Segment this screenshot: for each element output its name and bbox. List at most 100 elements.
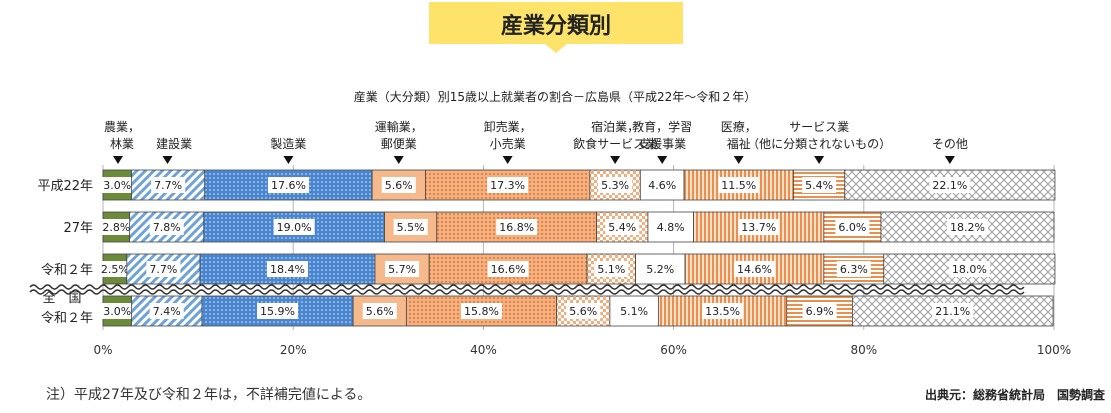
data-label-r2-c8: 13.7% — [741, 221, 776, 234]
category-label-6-1: 宿泊業， — [591, 119, 639, 134]
data-label-bg-r1-c1 — [100, 177, 135, 193]
marker-農業 — [113, 156, 123, 164]
data-label-r3-c2: 7.7% — [149, 263, 177, 276]
data-label-r4-c5: 15.8% — [464, 305, 499, 318]
category-labels: 農業， 林業 建設業 製造業 運輸業， 郵便業 卸売業， 小売業 宿泊業， 飲食サービス業 教育，学… — [104, 119, 968, 151]
data-label-bg-r4-c1 — [100, 303, 135, 319]
wave-line-2 — [29, 289, 1025, 295]
data-label-bg-r1-c7 — [645, 177, 680, 193]
data-label-bg-r4-c2 — [149, 303, 184, 319]
data-label-bg-r3-c6 — [594, 261, 629, 277]
data-label-bg-r1-c4 — [381, 177, 416, 193]
x-tick-label-60: 60% — [660, 343, 687, 357]
data-label-bg-r1-c8 — [718, 177, 760, 193]
data-label-bg-r2-c9 — [835, 219, 870, 235]
data-label-bg-r2-c2 — [149, 219, 184, 235]
data-label-r1-c8: 11.5% — [721, 179, 756, 192]
row-label-2: 27年 — [63, 221, 93, 236]
marker-宿泊業 — [610, 156, 621, 164]
category-label-1-2: 林業 — [110, 137, 134, 151]
data-label-bg-r1-c5 — [487, 177, 529, 193]
data-label-r2-c10: 18.2% — [950, 221, 985, 234]
wave-separator — [29, 284, 1025, 295]
data-label-r4-c9: 6.9% — [806, 305, 834, 318]
data-label-bg-r3-c2 — [146, 261, 181, 277]
marker-その他 — [944, 156, 955, 164]
row-label-1: 平成22年 — [37, 179, 93, 194]
data-label-bg-r3-c7 — [643, 261, 678, 277]
data-label-r3-c3: 18.4% — [270, 263, 305, 276]
data-label-r2-c2: 7.8% — [153, 221, 181, 234]
category-label-9-1: サービス業 — [789, 120, 849, 134]
data-label-r1-c6: 5.3% — [601, 179, 629, 192]
category-label-7-1: 教育，学習 — [632, 119, 692, 134]
category-label-8-2: 福祉 — [727, 136, 751, 151]
marker-建設業 — [162, 156, 173, 164]
wave-line-1 — [29, 284, 1025, 290]
data-label-bg-r3-c4 — [385, 261, 420, 277]
source-text: 出典元：総務省統計局 国勢調査 — [925, 387, 1106, 402]
data-label-r3-c7: 5.2% — [646, 263, 674, 276]
data-label-r2-c7: 4.8% — [657, 221, 685, 234]
data-label-bg-r3-c1 — [97, 261, 132, 277]
data-label-r2-c1: 2.8% — [102, 221, 130, 234]
category-label-4-2: 郵便業 — [381, 137, 417, 151]
category-label-2-1: 建設業 — [156, 136, 192, 151]
data-label-bg-r1-c10 — [929, 177, 971, 193]
title-banner: 産業分類別 — [429, 2, 683, 53]
x-tick-label-0: 0% — [93, 343, 112, 357]
x-tick-label-20: 20% — [280, 343, 307, 357]
category-label-5-2: 小売業 — [490, 136, 526, 151]
data-label-r4-c10: 21.1% — [935, 305, 970, 318]
row-label-3: 令和２年 — [41, 263, 93, 278]
data-label-r2-c6: 5.4% — [608, 221, 636, 234]
banner-title: 産業分類別 — [501, 13, 611, 39]
category-label-7-2: 支援事業 — [638, 137, 686, 151]
data-label-bg-r2-c7 — [653, 219, 688, 235]
data-label-bg-r1-c3 — [267, 177, 309, 193]
marker-教育学習 — [657, 156, 668, 164]
data-label-bg-r4-c8 — [702, 303, 744, 319]
data-label-r4-c8: 13.5% — [705, 305, 740, 318]
category-label-3-1: 製造業 — [270, 137, 306, 151]
data-label-bg-r1-c6 — [598, 177, 633, 193]
data-label-bg-r3-c5 — [487, 261, 529, 277]
data-label-bg-r2-c5 — [496, 219, 538, 235]
data-label-r2-c4: 5.5% — [397, 221, 425, 234]
data-label-r2-c3: 19.0% — [277, 221, 312, 234]
row-label-4-1: 全 国 — [42, 290, 81, 306]
data-label-bg-r1-c2 — [151, 177, 186, 193]
data-label-bg-r2-c8 — [738, 219, 780, 235]
marker-卸売業 — [502, 156, 513, 164]
data-label-bg-r4-c5 — [460, 303, 502, 319]
data-label-r3-c1: 2.5% — [101, 263, 129, 276]
category-label-6-2: 飲食サービス業 — [573, 136, 657, 151]
marker-製造業 — [283, 156, 294, 164]
bar-r3-c8 — [684, 253, 825, 285]
data-label-r1-c9: 5.4% — [805, 179, 833, 192]
data-label-bg-r4-c7 — [617, 303, 652, 319]
data-label-bg-r3-c3 — [266, 261, 308, 277]
bar-r4-c6 — [556, 295, 611, 327]
data-label-bg-r2-c1 — [99, 219, 134, 235]
x-tick-label-80: 80% — [850, 343, 877, 357]
data-label-r1-c4: 5.6% — [385, 179, 413, 192]
bars: 3.0% 7.7% 17.6% 5.6% 17.3% 5.3% 4.6% 11.5% 5.4% 2… — [97, 169, 1056, 327]
data-label-bg-r4-c4 — [362, 303, 397, 319]
category-label-5-1: 卸売業， — [484, 119, 532, 134]
data-label-r1-c5: 17.3% — [490, 179, 525, 192]
data-label-r3-c4: 5.7% — [388, 263, 416, 276]
category-label-4-1: 運輸業， — [375, 119, 423, 134]
marker-医療 — [733, 156, 744, 164]
data-label-bg-r2-c10 — [946, 219, 988, 235]
marker-運輸業 — [393, 156, 404, 164]
data-label-r1-c7: 4.6% — [648, 179, 676, 192]
data-label-bg-r2-c4 — [393, 219, 428, 235]
data-label-bg-r4-c9 — [802, 303, 837, 319]
footnote: 注）平成27年及び令和２年は，不詳補完値による。 — [46, 387, 371, 403]
category-label-8-1: 医療， — [721, 120, 757, 134]
data-label-r2-c9: 6.0% — [838, 221, 866, 234]
x-tick-label-100: 100% — [1037, 343, 1071, 357]
